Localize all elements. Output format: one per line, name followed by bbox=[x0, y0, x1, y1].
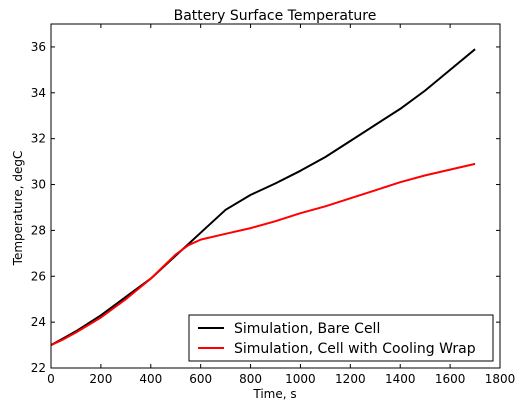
x-tick-label: 1400 bbox=[385, 372, 416, 386]
y-tick-label: 36 bbox=[31, 40, 46, 54]
y-tick-label: 26 bbox=[31, 269, 46, 283]
y-tick-label: 30 bbox=[31, 178, 46, 192]
y-tick-label: 28 bbox=[31, 223, 46, 237]
y-tick-label: 22 bbox=[31, 361, 46, 375]
y-tick-label: 34 bbox=[31, 86, 46, 100]
x-tick-label: 1600 bbox=[435, 372, 466, 386]
y-tick-label: 32 bbox=[31, 132, 46, 146]
plot-frame bbox=[50, 23, 501, 369]
x-tick-label: 1800 bbox=[485, 372, 516, 386]
series-line-2 bbox=[50, 162, 476, 347]
y-tick-label: 24 bbox=[31, 315, 46, 329]
series-line-1 bbox=[50, 48, 476, 346]
x-tick-label: 1000 bbox=[285, 372, 316, 386]
x-tick-label: 600 bbox=[189, 372, 212, 386]
plot-area bbox=[51, 24, 500, 368]
legend: Simulation, Bare Cell Simulation, Cell wi… bbox=[188, 314, 494, 362]
legend-box bbox=[188, 314, 494, 362]
x-tick-label: 400 bbox=[139, 372, 162, 386]
x-tick-label: 800 bbox=[239, 372, 262, 386]
chart-title: Battery Surface Temperature bbox=[174, 8, 377, 24]
legend-label-2: Simulation, Cell with Cooling Wrap bbox=[234, 341, 476, 357]
legend-label-1: Simulation, Bare Cell bbox=[234, 321, 380, 337]
x-tick-label: 1200 bbox=[335, 372, 366, 386]
y-axis-title: Temperature, degC bbox=[11, 151, 25, 267]
x-tick-label: 200 bbox=[89, 372, 112, 386]
x-tick-label: 0 bbox=[47, 372, 55, 386]
x-axis-title: Time, s bbox=[252, 387, 296, 401]
